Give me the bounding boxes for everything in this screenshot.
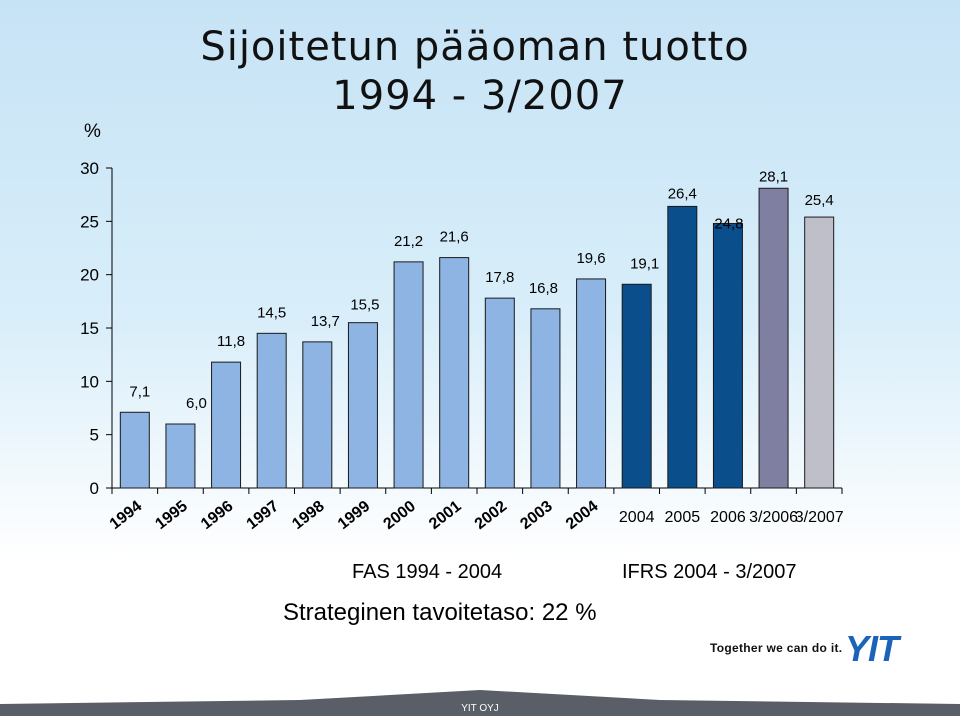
value-label: 28,1 [759,168,788,185]
ifrs-group-label: IFRS 2004 - 3/2007 [622,561,797,583]
y-axis-label: % [84,121,101,142]
y-tick-label: 30 [80,159,99,178]
company-slogan: Together we can do it. [710,641,843,655]
bar [302,341,333,489]
bar [393,261,424,489]
bar [621,283,652,489]
y-tick-label: 25 [80,212,99,231]
chart-title-line1: Sijoitetun pääoman tuotto [200,24,750,70]
x-tick-label: 2000 [381,498,420,533]
value-label: 19,1 [630,255,659,272]
value-label: 21,2 [394,233,423,250]
x-tick-label: 1999 [335,498,374,533]
logo-text: YIT [845,632,902,664]
y-tick-label: 5 [90,426,99,445]
bar [712,222,743,489]
bar [256,332,287,489]
value-label: 7,1 [129,383,150,400]
value-label: 6,0 [186,395,207,412]
x-tick-label: 1996 [198,498,237,533]
bar [667,205,698,489]
x-tick-label: 2003 [517,498,556,533]
value-label: 17,8 [485,269,514,286]
x-tick-label: 2001 [426,498,465,533]
value-label: 25,4 [805,192,834,209]
value-label: 21,6 [440,229,469,246]
yit-logo: YIT [845,632,903,664]
x-tick-label: 2002 [472,498,511,533]
value-label: 19,6 [576,250,605,267]
bar [530,308,561,489]
value-label: 11,8 [217,333,245,350]
strategic-target-text: Strateginen tavoitetaso: 22 % [283,599,597,626]
bar [211,361,242,489]
bar [165,423,196,489]
value-label: 15,5 [350,297,379,314]
bar [804,216,835,489]
fas-group-label: FAS 1994 - 2004 [352,561,503,583]
x-tick-label: 2004 [563,498,602,533]
bar [484,297,515,489]
bar [758,187,789,489]
x-tick-label: 1997 [244,498,283,533]
x-tick-label: 3/2006 [749,509,798,526]
y-tick-label: 20 [80,266,99,285]
footer-bar [0,690,960,716]
footer-company-name: YIT OYJ [461,703,499,714]
chart-title-line2: 1994 - 3/2007 [332,73,628,119]
value-label: 24,8 [714,215,743,232]
bar [119,411,150,489]
value-label: 14,5 [257,304,286,321]
x-tick-label: 1998 [289,498,328,533]
y-tick-label: 0 [90,479,99,498]
x-tick-label: 2004 [619,509,655,526]
value-label: 16,8 [529,280,558,297]
x-tick-label: 2005 [665,509,701,526]
x-tick-label: 1994 [107,498,146,533]
x-tick-label: 2006 [710,509,746,526]
x-tick-label: 3/2007 [795,509,844,526]
bar [347,322,378,489]
x-tick-label: 1995 [152,498,191,533]
value-label: 26,4 [668,185,697,202]
bar [576,278,607,489]
bar-chart: % 0 5 10 15 20 25 30 7,1 1994 6,0 1995 11,8 1996 14,5 1… [80,121,844,533]
y-tick-label: 15 [80,319,99,338]
y-tick-label: 10 [80,372,99,391]
value-label: 13,7 [311,313,340,330]
bar [439,257,470,489]
